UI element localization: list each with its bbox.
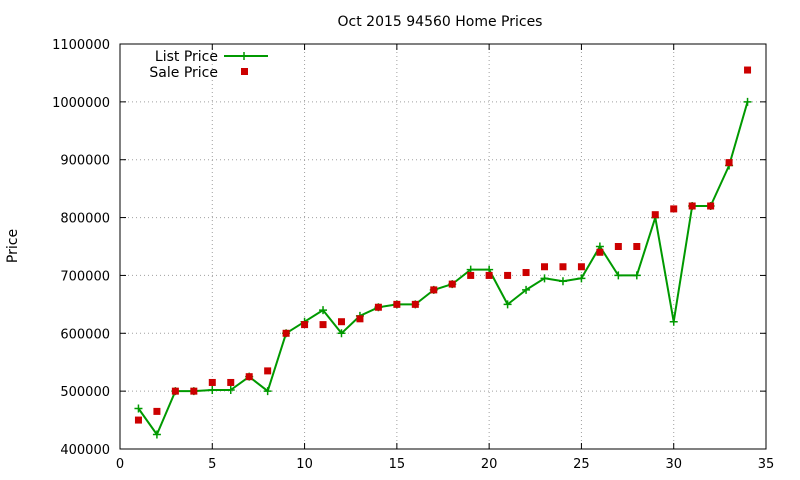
- x-tick-label: 15: [389, 457, 406, 472]
- x-tick-label: 0: [116, 457, 124, 472]
- x-tick-label: 5: [208, 457, 216, 472]
- x-tick-label: 35: [758, 457, 775, 472]
- sale-price-point: [337, 318, 345, 326]
- sale-price-point: [171, 387, 179, 395]
- legend-cross-list-price: [240, 52, 248, 60]
- y-tick-label: 800000: [60, 212, 110, 227]
- y-tick-label: 400000: [60, 443, 110, 458]
- sale-price-point: [227, 378, 235, 386]
- sale-price-point: [651, 211, 659, 219]
- y-tick-label: 1100000: [52, 38, 110, 53]
- x-tick-label: 20: [481, 457, 498, 472]
- sale-price-point: [134, 416, 142, 424]
- list-price-point: [522, 285, 531, 294]
- y-tick-label: 600000: [60, 327, 110, 342]
- y-tick-label: 1000000: [52, 96, 110, 111]
- plot-frame: [119, 43, 767, 450]
- list-price-point: [263, 387, 272, 396]
- list-price-point: [632, 271, 641, 280]
- sale-price-point: [208, 378, 216, 386]
- x-tick-label: 10: [296, 457, 313, 472]
- list-price-point: [152, 430, 161, 439]
- sale-price-point: [448, 280, 456, 288]
- sale-price-point: [301, 321, 309, 329]
- sale-price-point: [707, 202, 715, 210]
- list-price-point: [558, 277, 567, 286]
- x-tick-label: 30: [665, 457, 682, 472]
- chart-title: Oct 2015 94560 Home Prices: [338, 14, 543, 30]
- sale-price-point: [245, 373, 253, 381]
- sale-price-point: [319, 321, 327, 329]
- list-price-point: [614, 271, 623, 280]
- sale-price-point: [467, 271, 475, 279]
- sale-price-point: [541, 263, 549, 271]
- list-price-point: [226, 385, 235, 394]
- sale-price-point: [614, 243, 622, 250]
- list-price-point: [134, 404, 143, 413]
- sale-price-point: [356, 315, 364, 323]
- sale-price-point: [688, 202, 696, 210]
- sale-price-point: [744, 66, 752, 74]
- sale-price-point: [264, 367, 272, 375]
- sale-price-point: [522, 269, 530, 277]
- grid-lines: [120, 44, 766, 449]
- list-price-point: [337, 329, 346, 338]
- list-price-point: [669, 317, 678, 326]
- list-price-point: [577, 274, 586, 283]
- sale-price-point: [485, 271, 493, 279]
- sale-price-point: [411, 300, 419, 308]
- sale-price-point: [670, 205, 678, 213]
- sale-price-point: [559, 263, 567, 271]
- y-tick-label: 700000: [60, 269, 110, 284]
- sale-price-point: [725, 159, 733, 167]
- legend-label-list-price: List Price: [155, 49, 218, 65]
- list-price-point: [208, 385, 217, 394]
- list-price-point: [319, 306, 328, 315]
- legend-label-sale-price: Sale Price: [149, 65, 218, 81]
- axis-ticks: 0 5 10 15 20 25 30 35 400000 500000 600000 700000 80…: [52, 38, 774, 472]
- x-tick-label: 25: [573, 457, 590, 472]
- legend-square-sale-price: [241, 68, 248, 75]
- legend: List Price Sale Price: [149, 49, 268, 81]
- sale-price-point: [190, 387, 198, 395]
- series-layer: [134, 66, 752, 439]
- sale-price-point: [374, 303, 382, 311]
- list-price-point: [540, 274, 549, 283]
- list-price-point: [503, 300, 512, 309]
- sale-price-point: [596, 248, 604, 256]
- y-tick-label: 500000: [60, 385, 110, 400]
- y-axis-label: Price: [5, 229, 21, 263]
- sale-price-point: [430, 286, 438, 294]
- series-line-list-price: [137, 101, 749, 436]
- sale-price-point: [153, 407, 161, 415]
- sale-price-point: [282, 329, 290, 337]
- sale-price-point: [504, 271, 512, 279]
- y-tick-label: 900000: [60, 154, 110, 169]
- sale-price-point: [393, 300, 401, 308]
- list-price-point: [743, 97, 752, 106]
- sale-price-point: [577, 263, 585, 271]
- sale-price-point: [633, 243, 641, 250]
